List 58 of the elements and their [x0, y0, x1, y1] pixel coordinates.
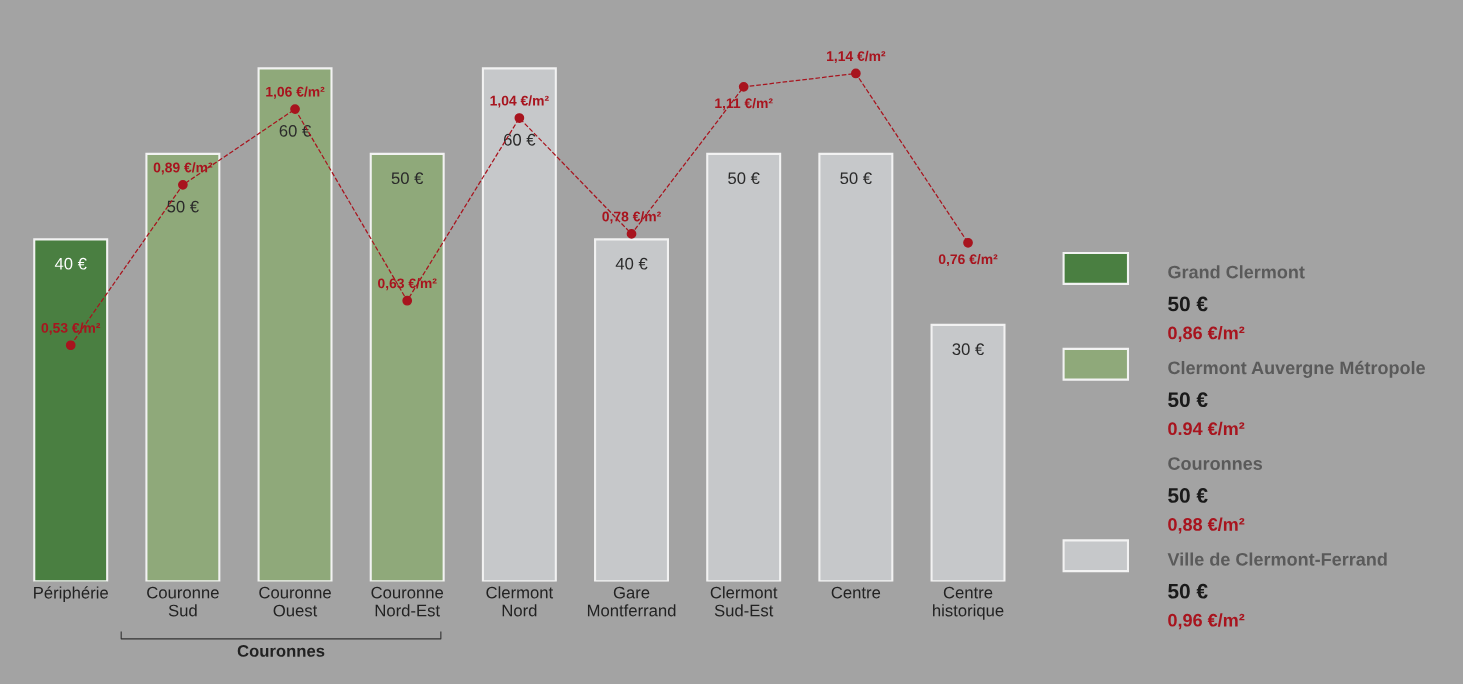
bar	[706, 152, 782, 582]
text: 0,86 €/m²	[1168, 326, 1245, 342]
data-label: 40 €	[615, 257, 648, 270]
bar	[369, 152, 445, 582]
bar	[481, 67, 557, 582]
data-label: 60 €	[279, 124, 312, 137]
x-tick-label: Gare Montferrand	[587, 586, 676, 617]
data-label: 1,06 €/m²	[266, 86, 325, 99]
point	[514, 113, 525, 123]
point	[963, 237, 973, 248]
point	[65, 340, 76, 351]
data-label: 1,11 €/m²	[715, 97, 773, 111]
data-label: 0,63 €/m²	[378, 278, 437, 291]
data-label: 1,14 €/m²	[827, 50, 886, 64]
text: 50 €	[1168, 583, 1208, 599]
data-label: 50 €	[840, 172, 872, 185]
data-label: 0,78 €/m²	[602, 211, 661, 224]
text: 50 €	[1168, 296, 1208, 312]
data-label: 40 €	[54, 257, 87, 270]
bar	[257, 67, 333, 582]
legend-label: Grand Clermont	[1168, 265, 1305, 279]
data-label: 50 €	[728, 172, 760, 185]
text: 0,88 €/m²	[1168, 517, 1245, 534]
legend-label: Ville de Clermont-Ferrand	[1167, 552, 1387, 566]
bar	[930, 323, 1006, 582]
text: Couronnes	[1168, 457, 1263, 470]
bar	[145, 152, 221, 582]
data-label: 0,53 €/m²	[41, 322, 101, 335]
point	[626, 229, 637, 239]
text: 50 €	[1168, 488, 1208, 503]
x-tick-label: Couronne Ouest	[259, 586, 331, 617]
text: Couronnes	[237, 645, 325, 657]
x-tick-label: Clermont Sud-Est	[710, 586, 778, 617]
point	[290, 104, 300, 114]
data-label: 30 €	[952, 343, 984, 356]
point	[850, 68, 861, 79]
text: 0.94 €/m²	[1168, 421, 1245, 436]
x-tick-label: Couronne Nord-Est	[371, 586, 444, 617]
bar	[818, 152, 894, 582]
data-label: 0,89 €/m²	[153, 162, 213, 175]
point	[178, 180, 188, 190]
data-label: 50 €	[391, 172, 424, 185]
x-tick-label: Centre historique	[933, 586, 1004, 620]
data-label: 0,76 €/m²	[938, 253, 998, 267]
x-tick-label: Centre	[831, 586, 881, 599]
data-label: 60 €	[503, 133, 536, 146]
point	[402, 295, 413, 306]
text: 50 €	[1168, 392, 1208, 408]
x-tick-label: Clermont Nord	[486, 586, 554, 617]
x-tick-label: Couronne Sud	[147, 586, 219, 617]
x-tick-label: Périphérie	[34, 586, 108, 602]
legend-label: Clermont Auvergne Métropole	[1168, 360, 1426, 378]
bar	[33, 238, 109, 582]
data-label: 50 €	[167, 200, 199, 213]
text: 0,96 €/m²	[1168, 613, 1245, 630]
point	[738, 81, 749, 92]
bar	[594, 238, 670, 582]
data-label: 1,04 €/m²	[490, 95, 549, 108]
